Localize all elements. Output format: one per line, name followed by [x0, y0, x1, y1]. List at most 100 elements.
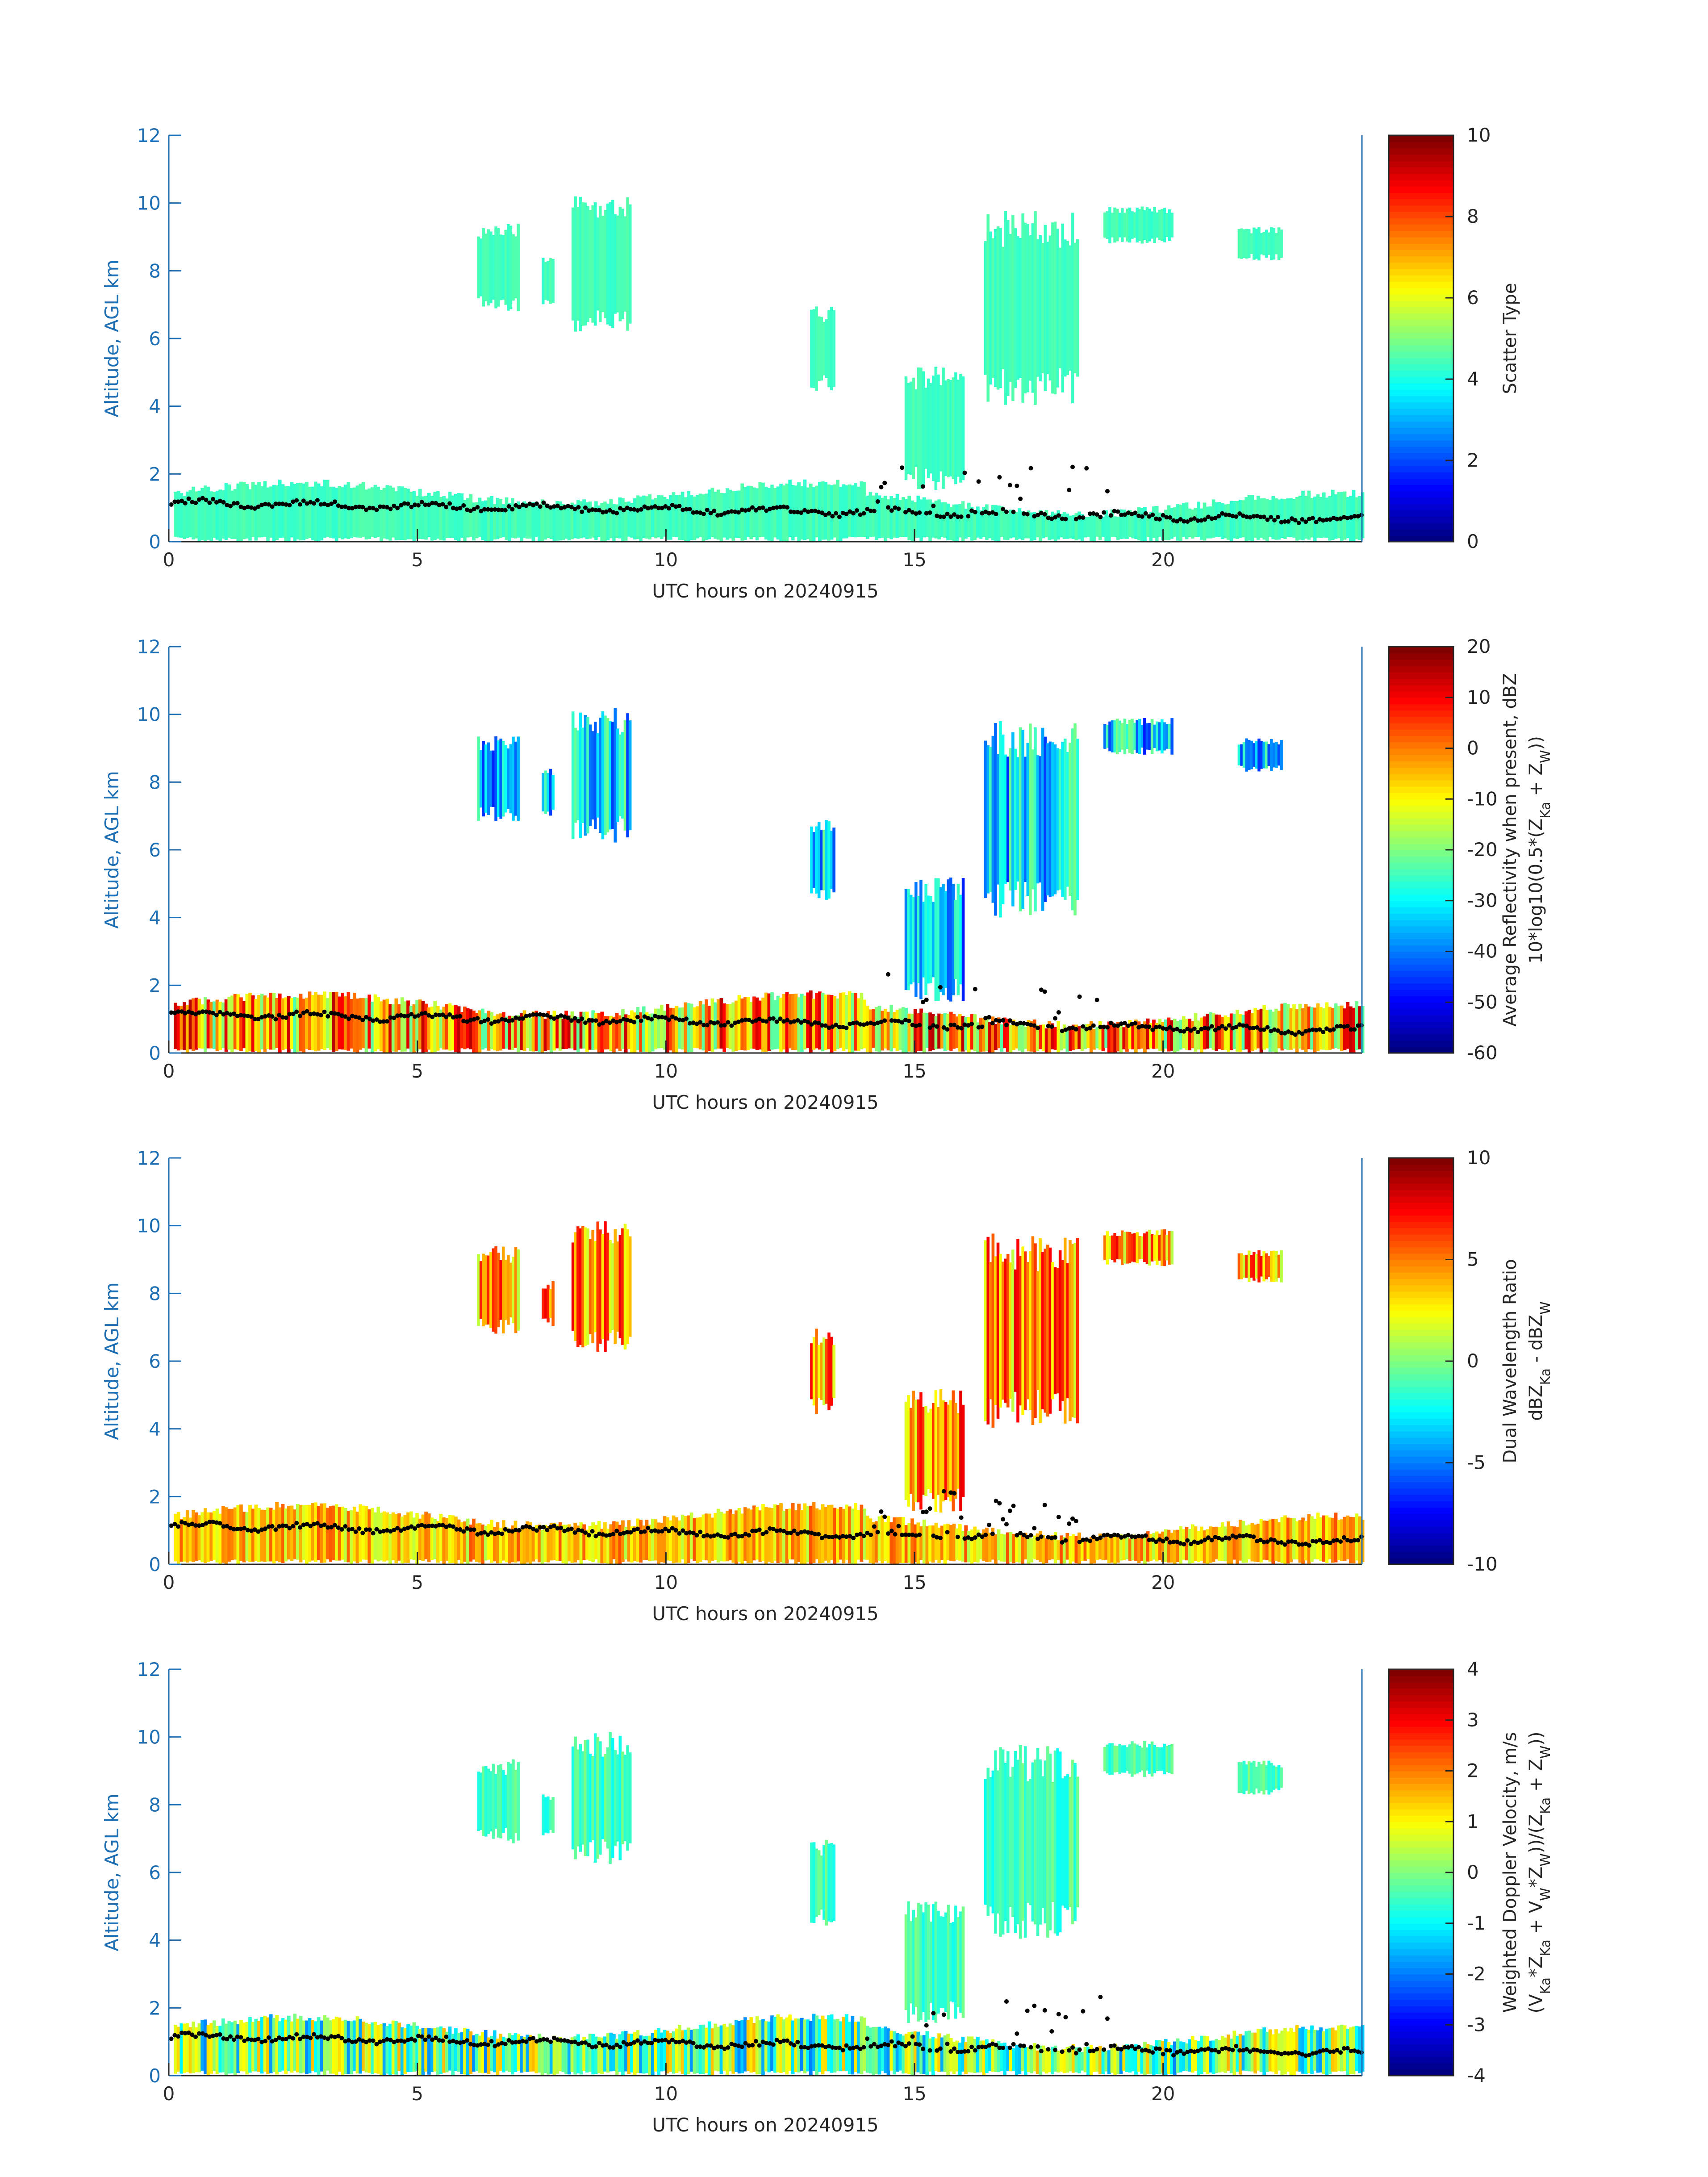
- low-cloud-column: [299, 482, 303, 541]
- colorbar-tick-label: -10: [1467, 788, 1498, 810]
- cloud-column: [1128, 1232, 1132, 1263]
- cloud-base-dot: [1303, 2053, 1308, 2058]
- low-cloud-column: [287, 996, 291, 1053]
- cloud-base-dot: [297, 1013, 302, 1018]
- cloud-base-dot: [367, 2038, 372, 2043]
- cloud-base-dot: [896, 1019, 901, 1024]
- colorbar-label: 10*log10(0.5*(ZKa + ZW)): [1526, 736, 1553, 964]
- x-tick-label: 15: [902, 549, 926, 571]
- cloud-base-dot: [1053, 2047, 1058, 2052]
- cloud-base-dot: [718, 512, 723, 517]
- cloud-base-dot: [1335, 1024, 1340, 1029]
- low-cloud-column: [913, 1009, 917, 1053]
- cloud-column: [1023, 222, 1027, 393]
- cloud-base-dot: [875, 2044, 880, 2049]
- low-cloud-column: [588, 1525, 592, 1561]
- cloud-base-dot: [242, 506, 247, 510]
- cloud-base-dot: [1279, 1540, 1284, 1545]
- cloud-base-dot: [736, 1534, 741, 1539]
- low-cloud-column: [501, 504, 505, 537]
- low-cloud-column: [1164, 510, 1168, 540]
- low-cloud-column: [1158, 2040, 1162, 2075]
- cloud-column: [1123, 1232, 1127, 1264]
- colorbar-segment: [1389, 1418, 1453, 1425]
- cloud-base-dot: [931, 1023, 936, 1028]
- cloud-base-dot: [242, 1526, 247, 1531]
- colorbar-segment: [1389, 491, 1453, 498]
- cloud-base-dot: [945, 1530, 950, 1535]
- cloud-base-dot: [347, 1527, 351, 1532]
- cloud-column: [589, 1239, 592, 1334]
- low-cloud-column: [952, 1523, 956, 1562]
- low-cloud-column: [645, 1520, 649, 1560]
- cloud-column: [922, 1912, 925, 2012]
- low-cloud-column: [466, 2029, 470, 2075]
- low-cloud-column: [707, 1006, 711, 1051]
- low-cloud-column: [746, 997, 750, 1050]
- low-cloud-column: [1044, 1028, 1048, 1053]
- cloud-base-dot: [249, 505, 254, 510]
- cloud-base-dot: [1105, 1025, 1110, 1030]
- low-cloud-column: [874, 493, 878, 540]
- cloud-base-dot: [914, 1024, 919, 1028]
- cloud-base-dot: [851, 511, 856, 516]
- cloud-base-dot: [1077, 515, 1082, 520]
- cloud-base-dot: [1122, 1021, 1127, 1026]
- low-cloud-column: [889, 1005, 894, 1052]
- low-cloud-column: [1036, 516, 1040, 538]
- cloud-column: [1155, 1230, 1159, 1265]
- cloud-base-dot: [778, 2039, 783, 2044]
- cloud-column: [939, 385, 943, 472]
- cloud-column: [917, 1903, 920, 2022]
- cloud-base-dot: [840, 1024, 845, 1029]
- low-cloud-column: [308, 1504, 312, 1562]
- cloud-base-dot: [465, 507, 469, 512]
- cloud-base-dot: [760, 505, 765, 510]
- colorbar-segment: [1389, 932, 1453, 940]
- cloud-base-dot: [1296, 1030, 1301, 1035]
- cloud-base-dot: [976, 479, 981, 484]
- low-cloud-column: [367, 994, 372, 1049]
- cloud-base-dot: [1161, 1026, 1165, 1031]
- cloud-base-dot: [343, 1014, 348, 1019]
- cloud-column: [1277, 1765, 1281, 1790]
- low-cloud-column: [743, 487, 747, 540]
- colorbar-segment: [1389, 1929, 1453, 1937]
- low-cloud-column: [642, 1525, 646, 1560]
- low-cloud-column: [681, 1007, 685, 1050]
- low-cloud-column: [624, 1527, 628, 1560]
- low-cloud-column: [991, 2039, 995, 2072]
- cloud-base-dot: [792, 1019, 797, 1024]
- cloud-base-dot: [1296, 1542, 1301, 1547]
- cloud-base-dot: [785, 1530, 789, 1535]
- cloud-column: [504, 744, 508, 813]
- low-cloud-column: [1015, 512, 1019, 540]
- low-cloud-column: [555, 501, 559, 541]
- cloud-column: [574, 1736, 577, 1859]
- cloud-column: [507, 1255, 510, 1325]
- colorbar-segment: [1389, 716, 1453, 723]
- cloud-column: [611, 200, 614, 328]
- cloud-base-dot: [294, 1009, 299, 1014]
- cloud-base-dot: [712, 1533, 717, 1538]
- cloud-column: [1106, 1744, 1109, 1774]
- cloud-base-dot: [1015, 1533, 1019, 1538]
- cloud-base-dot: [889, 2039, 894, 2044]
- low-cloud-column: [740, 483, 744, 541]
- cloud-base-dot: [969, 2044, 974, 2049]
- low-cloud-column: [1018, 508, 1022, 539]
- colorbar-tick-label: -5: [1467, 1452, 1486, 1474]
- cloud-base-dot: [1081, 1538, 1086, 1542]
- low-cloud-column: [633, 2032, 637, 2075]
- colorbar-segment: [1389, 837, 1453, 844]
- low-cloud-column: [1328, 1517, 1332, 1559]
- cloud-base-dot: [363, 2039, 368, 2044]
- cloud-base-dot: [249, 1014, 254, 1019]
- low-cloud-column: [1158, 512, 1162, 537]
- low-cloud-column: [1074, 1536, 1078, 1563]
- cloud-column: [904, 376, 908, 481]
- low-cloud-column: [845, 1504, 848, 1560]
- cloud-column: [494, 226, 497, 309]
- cloud-base-dot: [774, 505, 779, 510]
- low-cloud-column: [415, 496, 419, 539]
